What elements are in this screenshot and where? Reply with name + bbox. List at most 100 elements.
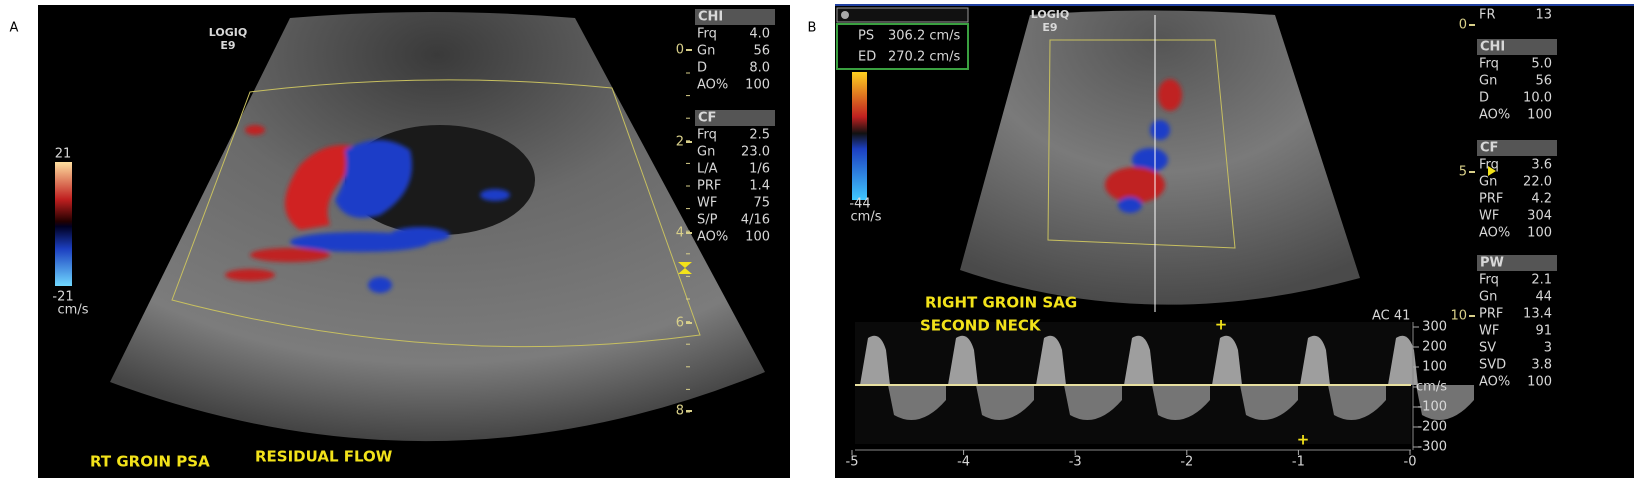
measure-label: PS (858, 29, 874, 44)
depth-label: 10 (1450, 309, 1467, 324)
time-label: -3 (1069, 455, 1082, 470)
velocity-label: cm/s (1416, 380, 1447, 395)
header-box (836, 7, 969, 23)
focus-marker (1488, 166, 1496, 176)
velocity-label: -100 (1417, 400, 1447, 415)
systole (860, 335, 890, 385)
scale-min: -44 (849, 197, 870, 212)
settings-label: Frq (1479, 273, 1499, 288)
systole (948, 335, 978, 385)
panel-label: B (808, 21, 817, 36)
settings-header: CHI (698, 10, 723, 25)
settings-label: AO% (1479, 226, 1510, 241)
settings-label: WF (697, 196, 717, 211)
settings-label: Gn (1479, 74, 1497, 89)
settings-label: Frq (697, 128, 717, 143)
settings-value: 13 (1535, 8, 1552, 23)
settings-value: 2.5 (749, 128, 770, 143)
focus-marker (678, 262, 692, 274)
velocity-label: -300 (1417, 440, 1447, 455)
flow (1064, 385, 1122, 420)
flow (888, 385, 946, 420)
settings-value: 44 (1535, 290, 1552, 305)
settings-value: 3.6 (1531, 158, 1552, 173)
settings-label: PRF (1479, 307, 1503, 322)
logo: LOGIQ (209, 26, 247, 39)
settings-label: AO% (697, 230, 728, 245)
roi-box (1047, 39, 1236, 249)
settings-label: AO% (1479, 108, 1510, 123)
settings-value: 56 (753, 44, 770, 59)
panel-label: A (10, 21, 19, 36)
scale-max: 21 (55, 147, 72, 162)
depth-label: 6 (676, 316, 684, 331)
scale-unit: cm/s (851, 210, 882, 225)
logo: E9 (1042, 21, 1057, 34)
settings-value: 4/16 (741, 213, 770, 228)
time-label: -4 (957, 455, 970, 470)
caption: RIGHT GROIN SAG (925, 294, 1077, 312)
velocity-label: 300 (1422, 320, 1447, 335)
settings-label: Frq (1479, 158, 1499, 173)
settings-label: S/P (697, 213, 718, 228)
depth-label: 0 (676, 43, 684, 58)
time-label: -0 (1404, 455, 1417, 470)
settings-value: 100 (1527, 375, 1552, 390)
systole (1388, 335, 1418, 385)
settings-label: SV (1479, 341, 1496, 356)
flow (1416, 385, 1474, 420)
settings-label: SVD (1479, 358, 1506, 373)
color-flow (225, 125, 510, 293)
settings-label: AO% (1479, 375, 1510, 390)
settings-label: FR (1479, 8, 1496, 23)
caliper: + (1215, 316, 1228, 334)
systole (1124, 335, 1154, 385)
depth-label: 2 (676, 135, 684, 150)
flow (1240, 385, 1298, 420)
angle-correction: AC 41 (1372, 309, 1410, 324)
settings-value: 10.0 (1523, 91, 1552, 106)
settings-label: Frq (697, 27, 717, 42)
settings-header-bg (695, 110, 775, 126)
measure-label: ED (858, 50, 876, 65)
settings-value: 100 (1527, 226, 1552, 241)
time-label: -2 (1180, 455, 1193, 470)
settings-label: AO% (697, 78, 728, 93)
settings-value: 100 (745, 230, 770, 245)
caliper: + (1297, 431, 1310, 449)
settings-value: 56 (1535, 74, 1552, 89)
scale-unit: cm/s (58, 303, 89, 318)
measure-value: 306.2 cm/s (888, 29, 961, 44)
velocity-label: -200 (1417, 420, 1447, 435)
settings-value: 2.1 (1531, 273, 1552, 288)
settings-value: 1.4 (749, 179, 770, 194)
roi-box (171, 79, 701, 348)
color-bar (852, 72, 867, 200)
flow (976, 385, 1034, 420)
settings-value: 23.0 (741, 145, 770, 160)
logo: E9 (220, 39, 235, 52)
settings-label: Gn (697, 44, 715, 59)
color-bar (55, 162, 72, 286)
scale-min: -21 (52, 290, 73, 305)
logo: LOGIQ (1031, 8, 1069, 21)
depth-label: 4 (676, 226, 684, 241)
settings-header: PW (1480, 256, 1504, 271)
settings-label: WF (1479, 324, 1499, 339)
velocity-label: 200 (1422, 340, 1447, 355)
settings-value: 5.0 (1531, 57, 1552, 72)
settings-value: 75 (753, 196, 770, 211)
systole (1036, 335, 1066, 385)
settings-header: CF (698, 111, 716, 126)
depth-label: 5 (1459, 165, 1467, 180)
color-flow (1105, 79, 1182, 213)
settings-header-bg (1477, 140, 1557, 156)
settings-value: 100 (1527, 108, 1552, 123)
systole (1300, 335, 1330, 385)
settings-value: 4.0 (749, 27, 770, 42)
settings-header: CHI (1480, 40, 1505, 55)
measure-value: 270.2 cm/s (888, 50, 961, 65)
settings-value: 100 (745, 78, 770, 93)
